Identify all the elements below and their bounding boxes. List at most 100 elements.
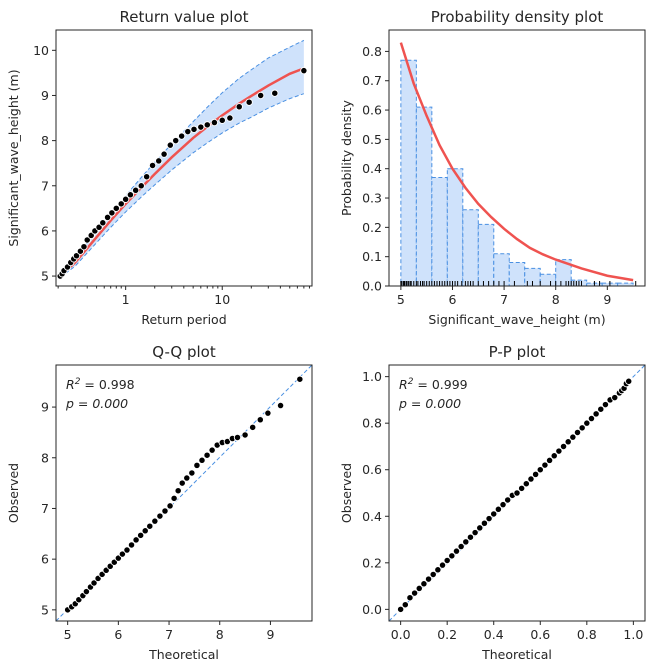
y-tick-label: 0.2	[362, 555, 382, 570]
data-point	[103, 213, 112, 222]
histogram-bar	[493, 253, 510, 286]
data-point	[235, 103, 243, 111]
data-point	[555, 447, 563, 455]
y-tick-label: 0.6	[362, 103, 382, 118]
x-tick-label: 0.0	[391, 627, 411, 642]
x-axis-label: Significant_wave_height (m)	[428, 312, 605, 327]
data-point	[601, 400, 610, 409]
y-tick-label: 7	[41, 178, 49, 193]
data-point	[264, 409, 272, 417]
data-point	[429, 570, 437, 579]
return-value-plot: Return value plot Return period Significan…	[6, 8, 313, 327]
probability-density-plot: Probability density plot Significant_wave…	[339, 8, 646, 327]
y-tick-label: 0.1	[362, 249, 382, 264]
data-point	[578, 424, 586, 432]
y-tick-label: 0.3	[362, 191, 382, 206]
data-point	[257, 91, 265, 100]
data-point	[545, 456, 554, 465]
data-point	[592, 410, 600, 418]
r-squared-exponent: 2	[408, 377, 414, 387]
y-tick-label: 9	[41, 400, 49, 415]
data-point	[550, 452, 558, 460]
histogram-bar	[400, 59, 417, 286]
p-value-annotation: p = 0.000	[65, 396, 128, 411]
y-axis-label: Observed	[339, 463, 354, 523]
data-point	[197, 123, 205, 131]
data-point	[137, 531, 145, 539]
data-point	[156, 512, 164, 520]
data-point	[504, 496, 512, 504]
histogram-bar	[555, 259, 572, 286]
data-point	[143, 173, 151, 181]
y-tick-label: 6	[41, 552, 49, 567]
data-point	[108, 209, 116, 217]
plot-frame	[55, 29, 313, 287]
data-point	[155, 157, 163, 165]
plot-frame	[388, 364, 646, 622]
data-point	[122, 195, 130, 203]
data-point	[137, 182, 145, 190]
x-tick-label: 6	[449, 292, 457, 307]
confidence-band	[60, 40, 304, 278]
data-point	[587, 414, 596, 423]
data-point	[271, 89, 279, 97]
data-point	[184, 127, 192, 136]
pp-plot: R2 = 0.999 p = 0.000 P-P plot Theoretical Ob…	[339, 343, 646, 662]
y-tick-label: 0.6	[362, 462, 382, 477]
data-point	[527, 475, 535, 483]
data-point	[522, 480, 530, 488]
data-point	[146, 522, 154, 530]
data-point	[118, 550, 127, 558]
x-axis-label: Theoretical	[148, 647, 219, 662]
data-point	[300, 66, 308, 75]
data-point	[170, 494, 178, 502]
x-tick-label: 8	[552, 292, 560, 307]
histogram-bar	[617, 282, 634, 286]
data-point	[178, 132, 186, 140]
x-tick-label: 1	[122, 292, 130, 307]
y-tick-label: 0.0	[362, 279, 382, 294]
y-tick-label: 5	[41, 269, 49, 284]
data-point	[424, 575, 433, 583]
data-point	[90, 579, 98, 587]
r-squared-symbol: R	[66, 377, 75, 392]
y-tick-label: 0.2	[362, 220, 382, 235]
data-point	[210, 118, 219, 127]
data-point	[513, 489, 521, 497]
rug	[400, 281, 637, 286]
data-point	[188, 469, 196, 477]
data-point	[443, 556, 451, 565]
histogram-bar	[508, 262, 526, 286]
data-point	[569, 433, 577, 441]
r-squared-annotation: R2 = 0.998	[66, 377, 135, 392]
x-axis-label: Return period	[141, 312, 226, 327]
data-point	[99, 219, 107, 227]
data-point	[401, 601, 409, 609]
r-squared-symbol: R	[399, 377, 408, 392]
data-point	[480, 519, 489, 527]
data-point	[112, 204, 120, 212]
x-tick-label: 7	[165, 627, 173, 642]
y-axis-label: Probability density	[339, 99, 354, 215]
histogram-bar	[462, 209, 479, 286]
x-tick-label: 0.2	[437, 627, 457, 642]
data-point	[471, 528, 479, 537]
y-tick-label: 0.7	[362, 73, 382, 88]
x-tick-label: 0.8	[577, 627, 597, 642]
data-point	[178, 479, 186, 487]
data-point	[485, 514, 493, 523]
y-tick-label: 6	[41, 223, 49, 238]
data-point	[160, 150, 168, 158]
data-point	[132, 186, 140, 194]
x-tick-label: 0.6	[530, 627, 550, 642]
histogram-bar	[446, 168, 464, 286]
fit-line	[399, 42, 634, 282]
data-point	[72, 252, 81, 260]
x-tick-label: 1.0	[623, 627, 643, 642]
data-point	[203, 121, 211, 129]
data-point	[573, 428, 582, 437]
data-point	[208, 446, 216, 454]
data-point	[249, 423, 257, 432]
data-point	[127, 541, 136, 549]
x-tick-label: 9	[603, 292, 611, 307]
